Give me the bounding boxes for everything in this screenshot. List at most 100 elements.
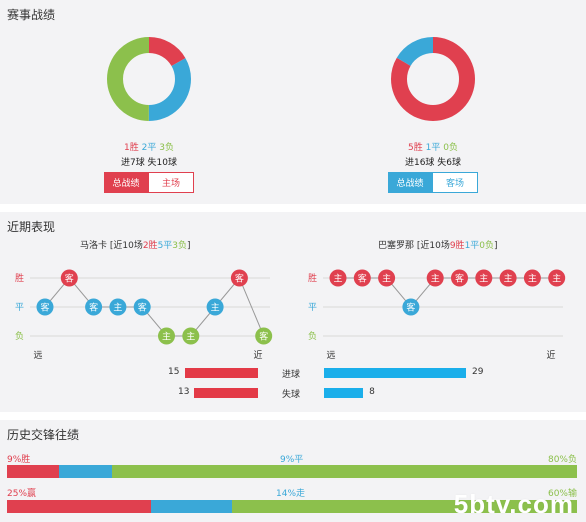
right-header-wins: 9胜 bbox=[449, 241, 465, 251]
right-match-venue-label: 客 bbox=[358, 273, 367, 285]
left-scored-bar bbox=[184, 368, 258, 378]
right-header-draws: 1平 bbox=[464, 241, 480, 251]
right-loss-count: 0负 bbox=[443, 143, 458, 153]
right-scored-value: 29 bbox=[472, 367, 484, 377]
left-form-line bbox=[44, 277, 265, 337]
history-row2-loss-segment bbox=[231, 500, 577, 513]
record-title: 赛事战绩 bbox=[7, 8, 56, 22]
right-match-venue-label: 客 bbox=[406, 302, 415, 314]
history-row1-loss-segment bbox=[111, 465, 577, 478]
right-axis-l-label: 负 bbox=[308, 330, 317, 342]
history-row1-bar bbox=[7, 465, 577, 478]
right-header-suffix: ] bbox=[494, 241, 498, 251]
right-team-form-header: 巴塞罗那 [近10场9胜1平0负] bbox=[378, 238, 498, 251]
left-home-tab[interactable]: 主场 bbox=[148, 172, 194, 193]
history-row2-bar bbox=[7, 500, 577, 513]
left-far-label: 远 bbox=[33, 350, 42, 361]
right-match-venue-label: 主 bbox=[479, 273, 488, 285]
history-row1-loss: 80%负 bbox=[547, 455, 577, 465]
right-scored-bar bbox=[324, 368, 466, 378]
history-row1-win: 9%胜 bbox=[7, 455, 31, 465]
right-match-marker bbox=[523, 269, 541, 287]
history-row2-win: 25%赢 bbox=[7, 489, 37, 499]
left-match-marker bbox=[255, 327, 273, 345]
right-near-label: 近 bbox=[546, 349, 555, 361]
left-match-venue-label: 主 bbox=[113, 302, 122, 314]
history-row2-loss: 60%输 bbox=[547, 489, 577, 499]
left-match-marker bbox=[36, 298, 54, 316]
right-match-marker bbox=[402, 298, 420, 316]
left-header-suffix: ] bbox=[187, 241, 191, 251]
record-section: 赛事战绩 1胜 2平 3负 进7球 失10球 总战绩 主场 5胜 1平 0负 进… bbox=[0, 0, 586, 204]
left-scored-value: 15 bbox=[168, 367, 180, 377]
left-win-count: 1胜 bbox=[124, 143, 139, 153]
left-axis-w-label: 胜 bbox=[15, 273, 24, 284]
left-donut-draw-slice bbox=[107, 37, 191, 121]
left-conceded-bar bbox=[194, 388, 258, 398]
left-match-marker bbox=[133, 298, 151, 316]
right-header-prefix: 巴塞罗那 [近10场 bbox=[378, 241, 450, 251]
left-wdl-summary: 1胜 2平 3负 bbox=[99, 140, 199, 153]
left-match-venue-label: 主 bbox=[162, 331, 171, 343]
right-goals-summary: 进16球 失6球 bbox=[404, 158, 462, 168]
left-conceded-value: 13 bbox=[178, 387, 190, 397]
right-match-venue-label: 主 bbox=[333, 273, 342, 285]
form-section: 近期表现 马洛卡 [近10场2胜5平3负] 巴塞罗那 [近10场9胜1平0负] … bbox=[0, 212, 586, 412]
left-match-marker bbox=[158, 327, 175, 345]
left-axis-l-label: 负 bbox=[15, 330, 24, 342]
right-draw-count: 1平 bbox=[425, 143, 441, 153]
right-wdl-summary: 5胜 1平 0负 bbox=[383, 140, 483, 153]
right-record-tabs: 总战绩 客场 bbox=[388, 172, 478, 193]
right-form-chart: 胜平负主客主客主客主主主主远近 bbox=[308, 269, 566, 361]
right-match-marker bbox=[475, 269, 493, 287]
right-match-marker bbox=[353, 269, 371, 287]
right-match-venue-label: 主 bbox=[382, 273, 391, 285]
right-far-label: 远 bbox=[326, 350, 335, 361]
goals-conceded-label: 失球 bbox=[282, 390, 301, 400]
right-match-marker bbox=[499, 269, 517, 287]
left-draw-count: 2平 bbox=[141, 143, 157, 153]
left-match-venue-label: 客 bbox=[259, 331, 268, 343]
right-form-line bbox=[338, 277, 557, 308]
right-match-marker bbox=[329, 269, 347, 287]
history-row1-win-segment bbox=[7, 465, 60, 478]
history-section: 历史交锋往绩 9%胜 9%平 80%负 25%赢 14%走 60%输 5btv.… bbox=[0, 420, 586, 522]
right-away-tab[interactable]: 客场 bbox=[432, 172, 478, 193]
history-row1-draw-segment bbox=[59, 465, 112, 478]
watermark-logo: 5btv.com bbox=[453, 489, 574, 519]
left-header-losses: 3负 bbox=[172, 241, 188, 251]
left-goals-summary: 进7球 失10球 bbox=[120, 158, 178, 168]
form-title: 近期表现 bbox=[7, 220, 56, 234]
left-match-marker bbox=[230, 269, 248, 287]
left-match-venue-label: 客 bbox=[89, 302, 98, 314]
left-match-venue-label: 客 bbox=[138, 302, 147, 314]
left-match-venue-label: 客 bbox=[235, 273, 244, 285]
history-row1-draw: 9%平 bbox=[280, 455, 304, 465]
left-loss-count: 3负 bbox=[159, 143, 174, 153]
right-conceded-value: 8 bbox=[369, 387, 375, 397]
left-match-marker bbox=[182, 327, 200, 345]
left-axis-d-label: 平 bbox=[15, 302, 24, 313]
right-conceded-bar bbox=[324, 388, 364, 398]
right-match-marker bbox=[426, 269, 444, 287]
right-match-marker bbox=[378, 269, 396, 287]
left-form-chart: 胜平负客客客主客主 主主客客远近 bbox=[15, 269, 273, 361]
left-match-marker bbox=[109, 298, 127, 316]
right-match-venue-label: 主 bbox=[552, 273, 561, 285]
left-header-draws: 5平 bbox=[157, 241, 173, 251]
right-match-venue-label: 主 bbox=[528, 273, 537, 285]
history-title: 历史交锋往绩 bbox=[7, 428, 80, 442]
right-donut-draw-slice bbox=[391, 37, 475, 121]
left-match-marker bbox=[60, 269, 78, 287]
right-total-record-tab[interactable]: 总战绩 bbox=[388, 172, 432, 193]
left-header-prefix: 马洛卡 [近10场 bbox=[80, 241, 143, 251]
left-match-venue-label: 主 bbox=[186, 331, 195, 343]
right-axis-w-label: 胜 bbox=[308, 273, 317, 284]
right-header-losses: 0负 bbox=[479, 241, 495, 251]
right-match-marker bbox=[548, 269, 566, 287]
right-donut-chart bbox=[391, 37, 475, 121]
left-total-record-tab[interactable]: 总战绩 bbox=[104, 172, 148, 193]
left-donut-chart bbox=[107, 37, 191, 121]
left-near-label: 近 bbox=[253, 349, 262, 361]
left-record-tabs: 总战绩 主场 bbox=[104, 172, 194, 193]
